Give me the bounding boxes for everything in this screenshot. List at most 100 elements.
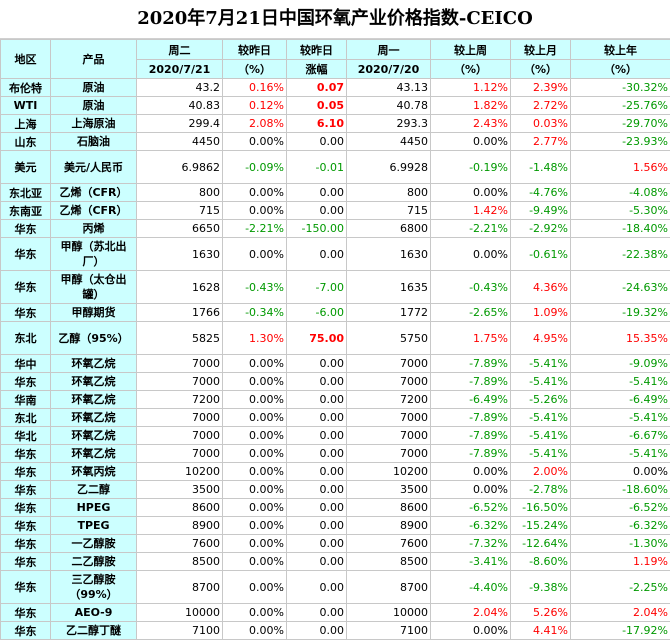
region-cell: 华东: [1, 481, 51, 499]
product-cell: 甲醇（太仓出罐）: [51, 271, 137, 304]
tuesday-price-cell: 7000: [137, 427, 223, 445]
month-change-cell: -0.61%: [511, 238, 571, 271]
tuesday-price-cell: 10000: [137, 604, 223, 622]
day-change-pct-cell: 0.00%: [223, 499, 287, 517]
product-cell: 环氧乙烷: [51, 445, 137, 463]
region-cell: 华东: [1, 238, 51, 271]
day-change-pct-cell: 0.00%: [223, 391, 287, 409]
month-change-cell: -5.41%: [511, 427, 571, 445]
tuesday-price-cell: 8500: [137, 553, 223, 571]
tuesday-price-cell: 6.9862: [137, 151, 223, 184]
product-cell: 环氧丙烷: [51, 463, 137, 481]
week-change-cell: -7.89%: [431, 373, 511, 391]
sheet-title: 2020年7月21日中国环氧产业价格指数-CEICO: [0, 0, 670, 39]
product-cell: AEO-9: [51, 604, 137, 622]
day-change-amt-cell: 0.00: [287, 535, 347, 553]
day-change-amt-cell: 0.00: [287, 133, 347, 151]
product-cell: HPEG: [51, 499, 137, 517]
region-cell: 布伦特: [1, 79, 51, 97]
year-change-cell: 1.56%: [571, 151, 670, 184]
product-cell: 三乙醇胺（99%）: [51, 571, 137, 604]
monday-price-cell: 7000: [347, 409, 431, 427]
week-change-cell: 2.43%: [431, 115, 511, 133]
product-cell: 一乙醇胺: [51, 535, 137, 553]
day-change-pct-cell: 0.00%: [223, 409, 287, 427]
monday-price-cell: 7000: [347, 355, 431, 373]
tuesday-price-cell: 5825: [137, 322, 223, 355]
monday-price-cell: 8700: [347, 571, 431, 604]
day-change-amt-cell: 0.00: [287, 427, 347, 445]
product-cell: 原油: [51, 97, 137, 115]
day-change-pct-cell: 0.00%: [223, 427, 287, 445]
tuesday-price-cell: 3500: [137, 481, 223, 499]
tuesday-price-cell: 7100: [137, 622, 223, 640]
region-cell: 华东: [1, 535, 51, 553]
product-cell: 环氧乙烷: [51, 427, 137, 445]
product-cell: 乙烯（CFR）: [51, 202, 137, 220]
week-change-cell: -7.89%: [431, 355, 511, 373]
day-change-amt-cell: 0.00: [287, 355, 347, 373]
header-vs-last-year: 较上年: [571, 40, 670, 60]
year-change-cell: -30.32%: [571, 79, 670, 97]
monday-price-cell: 4450: [347, 133, 431, 151]
week-change-cell: -6.32%: [431, 517, 511, 535]
region-cell: 华中: [1, 355, 51, 373]
day-change-amt-cell: 75.00: [287, 322, 347, 355]
year-change-cell: -5.41%: [571, 373, 670, 391]
week-change-cell: 1.42%: [431, 202, 511, 220]
year-change-cell: 2.04%: [571, 604, 670, 622]
day-change-amt-cell: 0.00: [287, 481, 347, 499]
region-cell: 华北: [1, 427, 51, 445]
day-change-pct-cell: 0.00%: [223, 535, 287, 553]
week-change-cell: -2.21%: [431, 220, 511, 238]
monday-price-cell: 1635: [347, 271, 431, 304]
day-change-amt-cell: 0.00: [287, 604, 347, 622]
tuesday-price-cell: 1766: [137, 304, 223, 322]
day-change-amt-cell: 0.00: [287, 517, 347, 535]
day-change-pct-cell: 0.00%: [223, 202, 287, 220]
tuesday-price-cell: 40.83: [137, 97, 223, 115]
week-change-cell: 0.00%: [431, 622, 511, 640]
year-change-cell: -5.41%: [571, 409, 670, 427]
product-cell: 环氧乙烷: [51, 409, 137, 427]
day-change-pct-cell: 0.00%: [223, 463, 287, 481]
tuesday-price-cell: 7000: [137, 409, 223, 427]
day-change-amt-cell: 0.00: [287, 499, 347, 517]
week-change-cell: 1.12%: [431, 79, 511, 97]
month-change-cell: -12.64%: [511, 535, 571, 553]
year-change-cell: -29.70%: [571, 115, 670, 133]
month-change-cell: -2.78%: [511, 481, 571, 499]
day-change-amt-cell: 0.00: [287, 553, 347, 571]
tuesday-price-cell: 7200: [137, 391, 223, 409]
week-change-cell: -0.43%: [431, 271, 511, 304]
table-header: 地区 产品 周二 较昨日 较昨日 周一 较上周 较上月 较上年 2020/7/2…: [1, 40, 670, 79]
tuesday-price-cell: 800: [137, 184, 223, 202]
week-change-cell: 0.00%: [431, 133, 511, 151]
day-change-pct-cell: 0.12%: [223, 97, 287, 115]
tuesday-price-cell: 43.2: [137, 79, 223, 97]
year-change-cell: -2.25%: [571, 571, 670, 604]
tuesday-price-cell: 1630: [137, 238, 223, 271]
year-change-cell: -22.38%: [571, 238, 670, 271]
region-cell: 山东: [1, 133, 51, 151]
month-change-cell: -9.38%: [511, 571, 571, 604]
day-change-pct-cell: 0.00%: [223, 604, 287, 622]
region-cell: 华东: [1, 271, 51, 304]
header-vs-last-week: 较上周: [431, 40, 511, 60]
tuesday-price-cell: 6650: [137, 220, 223, 238]
week-change-cell: 1.75%: [431, 322, 511, 355]
monday-price-cell: 7000: [347, 373, 431, 391]
year-change-cell: -6.67%: [571, 427, 670, 445]
